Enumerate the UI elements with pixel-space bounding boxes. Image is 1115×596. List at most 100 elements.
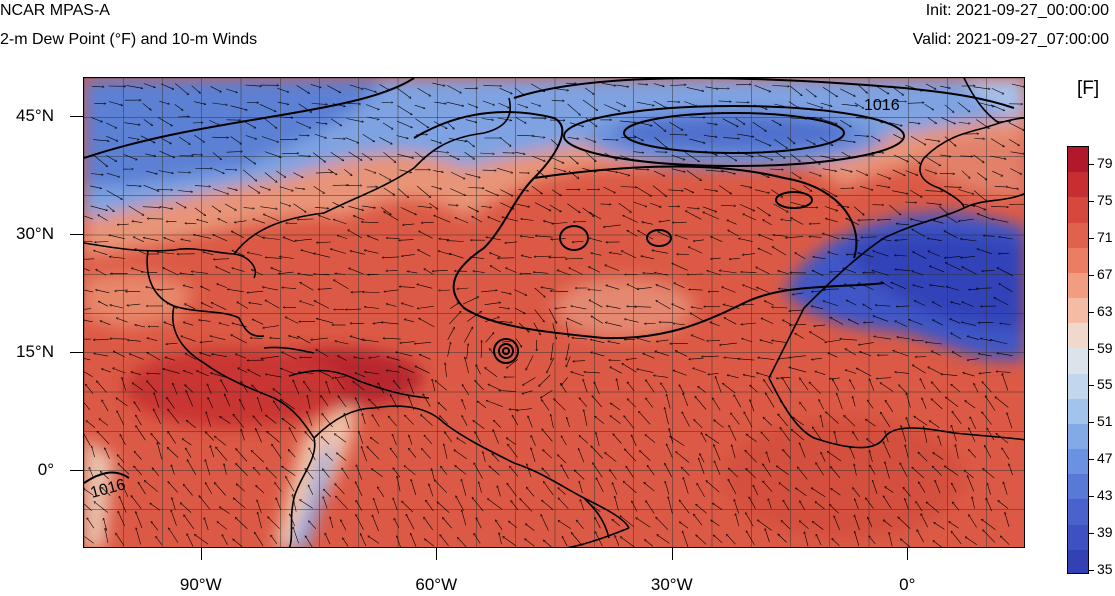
wind-arrow [671, 154, 685, 160]
wind-arrow [552, 323, 557, 339]
wind-arrow [786, 236, 804, 238]
wind-arrow [825, 339, 841, 342]
wind-arrow [772, 340, 787, 343]
wind-arrow [585, 87, 594, 95]
lon-tick [907, 548, 909, 560]
wind-arrow [653, 121, 666, 132]
wind-arrow [212, 102, 227, 105]
wind-arrow [245, 84, 261, 86]
wind-arrow [100, 321, 111, 326]
wind-arrow [298, 103, 312, 113]
wind-arrow [555, 307, 567, 308]
wind-arrow [116, 318, 128, 323]
wind-arrow [892, 190, 908, 194]
wind-arrow [688, 247, 703, 254]
wind-arrow [533, 272, 549, 274]
wind-arrow [433, 121, 447, 129]
wind-arrow [552, 222, 568, 224]
wind-arrow [218, 219, 228, 224]
wind-arrow [415, 118, 428, 128]
wind-arrow [197, 220, 209, 223]
wind-arrow [289, 336, 299, 339]
wind-arrow [571, 306, 587, 310]
wind-arrow [754, 138, 771, 146]
wind-arrow [363, 292, 380, 293]
wind-arrow [464, 88, 478, 89]
wind-arrow [893, 134, 903, 139]
wind-arrow [128, 137, 139, 139]
wind-arrow [177, 190, 193, 192]
wind-arrow [891, 282, 907, 290]
wind-arrow [449, 154, 460, 159]
wind-arrow [961, 134, 979, 135]
wind-arrow [928, 251, 941, 257]
wind-arrow [432, 270, 448, 271]
wind-arrow [164, 322, 175, 327]
wind-arrow [977, 249, 992, 254]
wind-arrow [820, 118, 838, 124]
wind-arrow [400, 341, 415, 344]
wind-arrow [91, 117, 102, 122]
wind-arrow [467, 206, 479, 212]
wind-arrow [298, 156, 311, 157]
wind-arrow [601, 83, 616, 85]
wind-arrow [126, 184, 141, 186]
wind-arrow [659, 220, 671, 221]
wind-arrow [568, 170, 579, 179]
wind-arrow [551, 342, 554, 360]
wind-arrow [675, 235, 688, 240]
wind-arrow [924, 103, 934, 110]
colorbar-tick [1089, 385, 1094, 387]
wind-arrow [720, 205, 736, 206]
wind-arrow [729, 258, 740, 259]
wind-arrow [958, 218, 975, 221]
colorbar-tick [1089, 496, 1094, 498]
wind-arrow [616, 84, 628, 87]
wind-arrow [633, 201, 647, 206]
wind-arrow [914, 301, 925, 306]
wind-arrow [481, 341, 482, 358]
wind-arrow [573, 361, 586, 362]
wind-arrow [1007, 187, 1019, 189]
wind-arrow [500, 291, 511, 294]
wind-arrow [450, 188, 465, 196]
wind-arrow [506, 359, 518, 368]
wind-arrow [480, 153, 494, 154]
wind-arrow [908, 121, 920, 123]
wind-arrow [615, 101, 626, 107]
wind-arrow [591, 253, 602, 256]
wind-arrow [277, 88, 288, 92]
wind-arrow [895, 240, 908, 241]
wind-arrow [84, 289, 94, 293]
wind-arrow [727, 220, 737, 225]
wind-arrow [465, 139, 475, 147]
wind-arrow [470, 257, 485, 259]
wind-arrow [861, 237, 877, 238]
colorbar-label: 35 [1097, 561, 1113, 577]
wind-arrow [249, 303, 262, 305]
wind-arrow [335, 341, 349, 345]
wind-arrow [197, 371, 210, 377]
wind-arrow [689, 289, 703, 290]
wind-arrow [649, 202, 661, 207]
dewpoint-wind-map[interactable]: 1016 1016 [83, 77, 1025, 548]
colorbar-tick [1089, 164, 1094, 165]
wind-arrow [863, 304, 873, 310]
wind-arrow [314, 207, 329, 208]
wind-arrow [133, 237, 145, 243]
wind-arrow [260, 206, 277, 209]
wind-arrow [939, 205, 948, 214]
wind-arrow [1010, 151, 1024, 154]
wind-arrow [795, 253, 806, 259]
wind-arrow [830, 317, 844, 325]
wind-arrow [396, 87, 411, 99]
wind-arrow [972, 204, 986, 210]
wind-arrow [194, 186, 211, 187]
wind-arrow [567, 103, 581, 115]
wind-arrow [361, 153, 372, 160]
wind-arrow [362, 205, 375, 208]
wind-arrow [858, 253, 874, 258]
wind-arrow [909, 320, 923, 326]
valid-time: Valid: 2021-09-27_07:00:00 [912, 31, 1109, 48]
wind-arrow [213, 235, 228, 242]
